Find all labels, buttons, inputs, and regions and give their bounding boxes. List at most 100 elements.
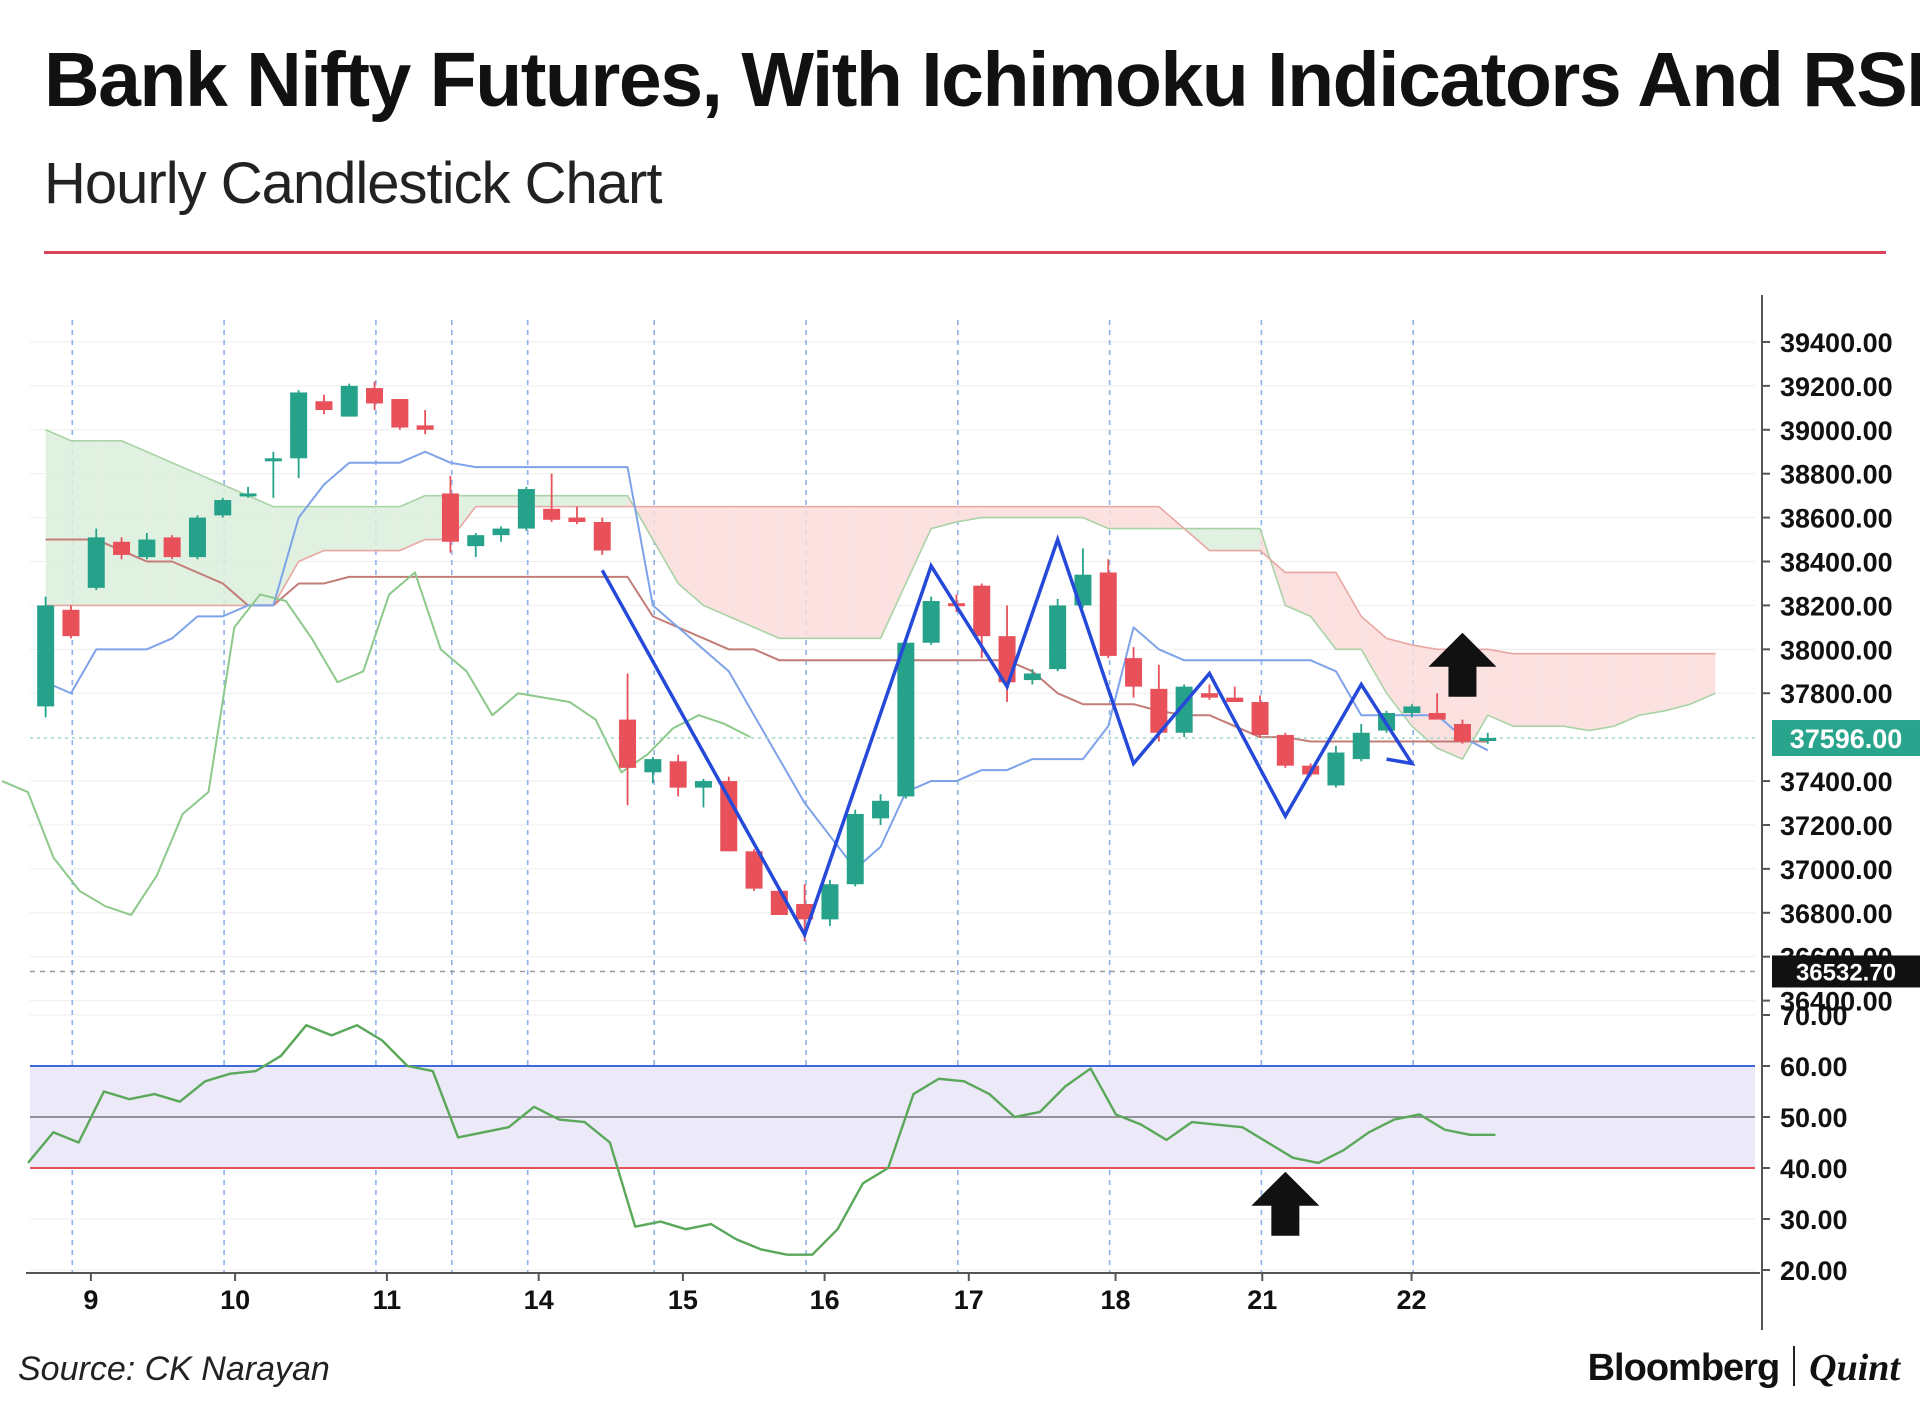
y-tick-label: 38800.00 — [1780, 460, 1893, 490]
cloud-segment — [728, 506, 755, 628]
cloud-segment — [1007, 506, 1033, 518]
candle-down — [1150, 688, 1168, 733]
chart-title: Bank Nifty Futures, With Ichimoku Indica… — [44, 37, 1920, 123]
rsi-tick-label: 40.00 — [1780, 1154, 1848, 1184]
cloud-segment — [1361, 616, 1387, 694]
candle-up — [340, 385, 358, 417]
wave-trend-line — [600, 534, 1416, 940]
cloud-segment — [880, 506, 906, 639]
candle-up — [290, 392, 308, 459]
y-tick-label: 39000.00 — [1780, 416, 1893, 446]
cloud-segment — [1234, 528, 1261, 551]
x-tick-label: 10 — [220, 1285, 250, 1315]
last-price-label: 37596.00 — [1790, 724, 1903, 754]
cloud-segment — [602, 495, 628, 507]
cloud-segment — [1513, 653, 1539, 727]
candle-up — [821, 884, 839, 920]
cloud-segment — [1690, 653, 1716, 705]
candle-up — [264, 458, 282, 462]
x-tick-label: 11 — [373, 1285, 402, 1315]
candle-down — [62, 609, 80, 637]
up-arrow-icon — [1428, 632, 1497, 697]
y-tick-label: 39400.00 — [1780, 328, 1893, 358]
cloud-segment — [551, 495, 577, 507]
y-tick-label: 38200.00 — [1780, 591, 1893, 621]
rsi-tick-label: 50.00 — [1780, 1103, 1848, 1133]
candle-up — [922, 601, 940, 643]
conversion-line — [45, 450, 1489, 870]
cloud-segment — [1108, 506, 1134, 529]
brand-logo: Bloomberg Quint — [1588, 1346, 1900, 1390]
y-tick-label: 38600.00 — [1780, 504, 1893, 534]
candle-up — [694, 781, 712, 788]
cloud-segment — [905, 506, 932, 584]
candle-down — [593, 521, 611, 551]
candle-up — [239, 493, 257, 497]
cloud-segment — [652, 506, 679, 584]
candle-up — [467, 535, 485, 547]
cloud-segment — [829, 506, 856, 639]
candle-down — [669, 761, 687, 788]
cloud-segment — [1335, 572, 1362, 650]
cloud-segment — [1133, 506, 1159, 529]
cloud-segment — [1082, 506, 1109, 529]
candle-down — [113, 541, 131, 555]
candle-down — [568, 517, 586, 522]
cloud-segment — [678, 506, 704, 606]
candle-up — [188, 517, 206, 558]
candle-up — [214, 500, 232, 516]
cloud-segment — [1487, 649, 1514, 727]
y-tick-label: 38000.00 — [1780, 635, 1893, 665]
leading-span-b — [45, 505, 1716, 655]
rsi-tick-label: 30.00 — [1780, 1205, 1848, 1235]
candle-up — [37, 605, 55, 707]
candle-down — [1200, 693, 1218, 698]
y-tick-label: 37800.00 — [1780, 679, 1893, 709]
candle-up — [1049, 605, 1067, 670]
x-tick-label: 14 — [524, 1285, 554, 1315]
cloud-segment — [248, 495, 274, 606]
x-tick-label: 22 — [1397, 1285, 1427, 1315]
cloud-segment — [45, 429, 71, 606]
y-tick-label: 36400.00 — [1780, 987, 1893, 1017]
y-tick-label: 37200.00 — [1780, 811, 1893, 841]
arrow-shape — [1251, 1171, 1320, 1236]
cloud-segment — [804, 506, 830, 639]
candle-down — [366, 388, 384, 404]
leading-span-a — [45, 429, 1716, 760]
candle-down — [1251, 702, 1269, 735]
x-tick-label: 17 — [954, 1285, 984, 1315]
candle-down — [1453, 723, 1471, 742]
rsi-tick-label: 60.00 — [1780, 1052, 1848, 1082]
base-line — [45, 538, 1488, 743]
cloud-segment — [1588, 653, 1615, 731]
cloud-segment — [475, 495, 502, 507]
candle-down — [720, 781, 738, 852]
cloud-segment — [146, 451, 173, 606]
candle-down — [315, 401, 333, 411]
y-tick-label: 39200.00 — [1780, 372, 1893, 402]
cloud-segment — [981, 506, 1008, 518]
x-tick-label: 21 — [1247, 1285, 1277, 1315]
candle-up — [897, 642, 915, 797]
cloud-segment — [349, 506, 375, 551]
cloud-segment — [1285, 572, 1311, 617]
brand-secondary: Quint — [1809, 1347, 1900, 1389]
cloud-segment — [779, 506, 805, 639]
arrow-shape — [1428, 632, 1497, 697]
candle-up — [1023, 673, 1041, 681]
candle-up — [1479, 738, 1497, 742]
candle-down — [973, 585, 991, 637]
source-note: Source: CK Narayan — [18, 1350, 330, 1388]
title-divider — [44, 251, 1886, 254]
candle-down — [163, 537, 181, 558]
x-tick-label: 9 — [83, 1285, 98, 1315]
y-tick-label: 37000.00 — [1780, 855, 1893, 885]
cloud-segment — [703, 506, 729, 617]
cloud-segment — [754, 506, 780, 639]
cloud-segment — [576, 495, 603, 507]
arrows — [1251, 632, 1497, 1236]
candle-up — [517, 489, 535, 529]
cloud-segment — [1057, 506, 1083, 518]
candle-down — [1099, 572, 1117, 656]
